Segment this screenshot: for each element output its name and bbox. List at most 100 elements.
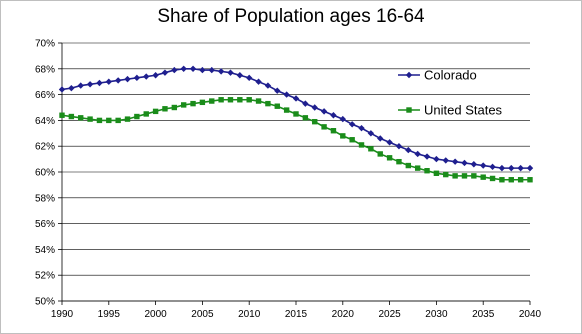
y-tick-label: 54% [35, 245, 55, 256]
data-point-colorado [414, 150, 421, 158]
data-point-colorado [498, 164, 506, 172]
data-point-united-states [237, 97, 243, 103]
x-tick-label: 2040 [519, 309, 542, 320]
data-point-united-states [499, 177, 505, 183]
data-point-colorado [302, 100, 309, 107]
data-point-colorado [208, 66, 215, 74]
y-tick-label: 52% [35, 271, 55, 282]
chart-title: Share of Population ages 16-64 [157, 6, 425, 27]
legend-marker-colorado [405, 71, 413, 79]
data-point-colorado [311, 104, 318, 111]
data-point-united-states [508, 177, 514, 183]
data-point-colorado [161, 69, 169, 76]
data-point-united-states [321, 124, 327, 130]
data-point-colorado [330, 112, 337, 119]
data-point-united-states [106, 117, 112, 124]
data-point-colorado [292, 95, 300, 102]
data-point-united-states [134, 113, 140, 120]
data-point-united-states [396, 158, 402, 165]
data-point-united-states [461, 173, 468, 179]
y-tick-label: 60% [35, 168, 55, 179]
data-point-colorado [386, 139, 393, 146]
data-point-united-states [358, 142, 365, 148]
y-tick-label: 56% [35, 219, 55, 230]
data-point-united-states [190, 100, 196, 107]
series-united-states [59, 97, 533, 183]
data-point-united-states [527, 177, 533, 183]
data-point-colorado [264, 82, 272, 89]
data-point-colorado [236, 72, 244, 79]
data-point-colorado [526, 164, 534, 172]
data-point-colorado [189, 65, 197, 72]
data-point-united-states [489, 175, 496, 182]
data-point-united-states [414, 165, 421, 171]
series-colorado [58, 65, 534, 172]
data-point-colorado [58, 86, 66, 93]
data-point-united-states [218, 97, 224, 103]
legend-item-united-states: United States [398, 103, 503, 118]
x-tick-label: 1995 [98, 309, 121, 320]
data-point-united-states [59, 112, 65, 118]
data-point-colorado [367, 130, 375, 137]
data-point-united-states [386, 155, 393, 161]
data-point-colorado [246, 74, 253, 82]
data-point-colorado [114, 77, 122, 84]
data-point-colorado [283, 91, 290, 98]
x-tick-label: 2015 [285, 309, 308, 320]
data-point-united-states [293, 111, 299, 117]
data-point-united-states [96, 117, 103, 124]
y-tick-label: 50% [35, 297, 55, 308]
y-tick-label: 70% [35, 39, 55, 50]
data-point-colorado [433, 155, 440, 163]
data-point-united-states [340, 133, 346, 139]
data-point-united-states [78, 115, 84, 121]
data-point-colorado [348, 121, 356, 128]
data-point-colorado [171, 66, 178, 74]
x-tick-label: 2010 [238, 309, 261, 320]
legend: Colorado United States [398, 68, 503, 118]
data-point-united-states [443, 171, 449, 178]
y-tick-label: 66% [35, 90, 55, 101]
data-point-colorado [517, 164, 524, 172]
data-point-united-states [377, 151, 383, 157]
data-point-united-states [152, 108, 159, 115]
data-point-united-states [115, 117, 121, 124]
data-point-united-states [68, 113, 75, 120]
data-point-colorado [395, 143, 403, 150]
data-point-united-states [265, 100, 271, 107]
data-point-united-states [471, 173, 477, 179]
data-point-united-states [124, 116, 131, 122]
x-tick-label: 2025 [378, 309, 401, 320]
y-tick-label: 64% [35, 116, 55, 127]
series-group [58, 65, 534, 183]
data-point-colorado [320, 108, 328, 115]
data-point-colorado [217, 68, 225, 75]
x-tick-label: 1990 [51, 309, 74, 320]
data-point-united-states [405, 162, 412, 169]
data-point-colorado [105, 78, 112, 85]
data-point-united-states [349, 137, 355, 143]
data-point-colorado [405, 146, 412, 154]
data-point-colorado [96, 79, 103, 87]
data-point-united-states [255, 98, 262, 104]
data-point-colorado [133, 74, 141, 82]
data-point-united-states [162, 106, 168, 112]
data-point-united-states [480, 174, 486, 180]
data-point-colorado [143, 73, 150, 80]
data-point-colorado [77, 82, 84, 89]
data-point-colorado [227, 69, 234, 76]
y-tick-label: 58% [35, 193, 55, 204]
data-point-colorado [423, 153, 431, 160]
axes: 50% 52% 54% 56% 58% 60% 62% 64% 66% 68% 70% 1990 199… [35, 39, 542, 321]
data-point-colorado [86, 81, 94, 88]
gridlines [62, 42, 530, 302]
data-point-colorado [339, 115, 346, 123]
data-point-colorado [274, 87, 281, 94]
data-point-united-states [199, 99, 206, 106]
y-tick-label: 68% [35, 64, 55, 75]
data-point-united-states [274, 103, 280, 109]
data-point-united-states [330, 128, 337, 134]
data-point-colorado [480, 162, 487, 169]
x-tick-label: 2030 [425, 309, 448, 320]
